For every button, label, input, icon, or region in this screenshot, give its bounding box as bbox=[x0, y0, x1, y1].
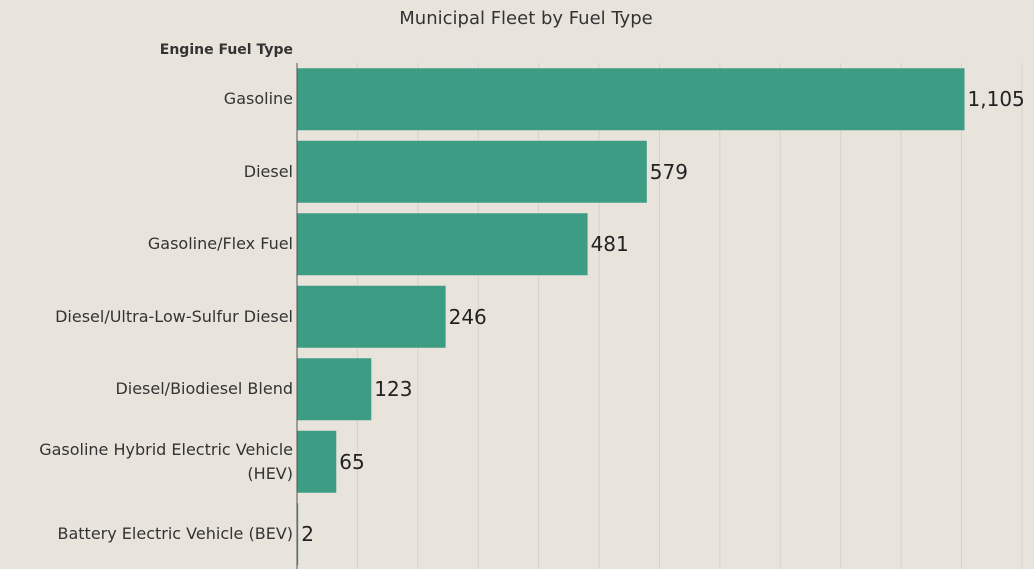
bar bbox=[297, 358, 372, 421]
bar bbox=[297, 140, 647, 203]
value-label: 123 bbox=[374, 377, 413, 402]
value-label: 1,105 bbox=[967, 87, 1025, 112]
bar bbox=[297, 213, 588, 276]
bar bbox=[297, 285, 446, 348]
bar bbox=[297, 430, 337, 493]
y-tick-label: Diesel/Ultra-Low-Sulfur Diesel bbox=[55, 306, 293, 326]
value-label: 579 bbox=[649, 159, 688, 184]
value-label: 65 bbox=[339, 449, 365, 474]
value-label: 2 bbox=[301, 522, 314, 547]
y-tick-label: Diesel bbox=[243, 161, 293, 181]
y-tick-label: Gasoline/Flex Fuel bbox=[147, 234, 293, 254]
value-label: 246 bbox=[448, 304, 487, 329]
bar bbox=[297, 503, 299, 566]
y-tick-label: Gasoline bbox=[223, 89, 293, 109]
bar bbox=[297, 68, 965, 131]
y-tick-label: Diesel/Biodiesel Blend bbox=[115, 379, 293, 399]
y-axis-title: Engine Fuel Type bbox=[159, 42, 293, 58]
y-tick-label: Gasoline Hybrid Electric Vehicle (HEV) bbox=[39, 439, 293, 483]
y-tick-label: Battery Electric Vehicle (BEV) bbox=[57, 524, 294, 544]
value-label: 481 bbox=[590, 232, 629, 257]
chart-title: Municipal Fleet by Fuel Type bbox=[399, 8, 653, 29]
